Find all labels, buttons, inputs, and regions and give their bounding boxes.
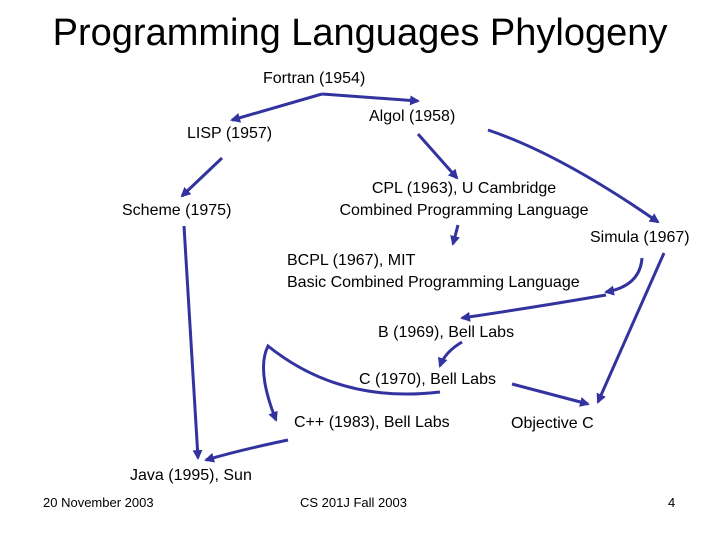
node-cpl-line2: Combined Programming Language [339, 202, 589, 219]
node-bcpl: BCPL (1967), MIT Basic Combined Programm… [287, 250, 580, 294]
arrow-cpp-to-java [204, 438, 289, 463]
node-bcpl-line1: BCPL (1967), MIT [287, 252, 416, 269]
node-b: B (1969), Bell Labs [378, 324, 515, 341]
node-bcpl-line2: Basic Combined Programming Language [287, 274, 580, 291]
node-cpl-line1: CPL (1963), U Cambridge [371, 180, 557, 197]
node-lisp: LISP (1957) [187, 125, 273, 142]
footer-page-number: 4 [668, 495, 676, 510]
footer-course: CS 201J Fall 2003 [300, 495, 407, 510]
node-java: Java (1995), Sun [130, 467, 252, 484]
arrow-lisp-to-scheme [180, 156, 224, 198]
arrow-scheme-to-java [182, 225, 203, 460]
arrow-simula-to-objc [596, 252, 666, 404]
node-algol: Algol (1958) [369, 108, 456, 125]
arrow-c-to-objc [511, 382, 590, 407]
slide-title: Programming Languages Phylogeny [52, 12, 668, 54]
arrow-cpl-to-bcpl [450, 224, 460, 246]
node-objective-c: Objective C [511, 415, 594, 432]
arrow-b-to-c [437, 340, 463, 368]
arrow-fortran-to-algol [321, 92, 420, 106]
node-cpp: C++ (1983), Bell Labs [294, 414, 450, 431]
arrow-algol-to-simula [487, 128, 660, 224]
footer-date: 20 November 2003 [43, 495, 154, 510]
arrow-simula-to-bcpl [604, 257, 644, 296]
arrow-fortran-to-lisp [230, 92, 323, 123]
node-fortran: Fortran (1954) [263, 70, 366, 87]
arrow-c-to-cpp [262, 343, 441, 422]
arrow-bcpl-to-b [460, 293, 607, 322]
node-cpl: CPL (1963), U Cambridge Combined Program… [314, 178, 614, 222]
node-scheme: Scheme (1975) [122, 202, 232, 219]
arrow-algol-to-cpl [416, 133, 459, 180]
node-c: C (1970), Bell Labs [359, 371, 496, 388]
node-simula: Simula (1967) [590, 229, 690, 246]
